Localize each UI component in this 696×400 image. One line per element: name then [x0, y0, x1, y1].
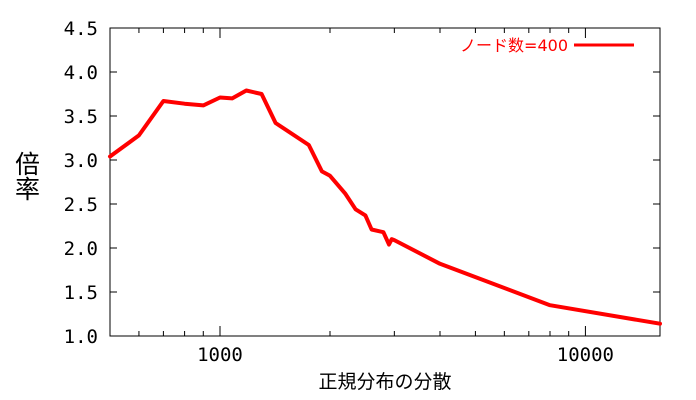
x-tick-label: 1000 — [197, 344, 243, 366]
legend-label: ノード数=400 — [460, 36, 568, 55]
y-tick-label: 2.0 — [64, 238, 98, 260]
x-tick-label: 10000 — [557, 344, 614, 366]
y-tick-label: 4.0 — [64, 62, 98, 84]
y-axis-label: 倍率 — [12, 151, 41, 201]
x-axis-label: 正規分布の分散 — [318, 371, 451, 393]
series-line — [108, 88, 662, 326]
y-tick-label: 4.5 — [64, 18, 98, 40]
x-axis-ticks: 1000 10000 — [138, 28, 614, 366]
series-layer — [108, 88, 662, 326]
plot-frame — [109, 27, 661, 337]
y-tick-label: 3.0 — [64, 150, 98, 172]
y-tick-label: 3.5 — [64, 106, 98, 128]
legend: ノード数=400 — [460, 36, 634, 55]
y-tick-label: 1.0 — [64, 326, 98, 348]
y-axis-ticks: 1.0 1.5 2.0 2.5 3.0 3.5 4.0 4.5 — [64, 18, 660, 348]
y-tick-label: 1.5 — [64, 282, 98, 304]
y-tick-label: 2.5 — [64, 194, 98, 216]
